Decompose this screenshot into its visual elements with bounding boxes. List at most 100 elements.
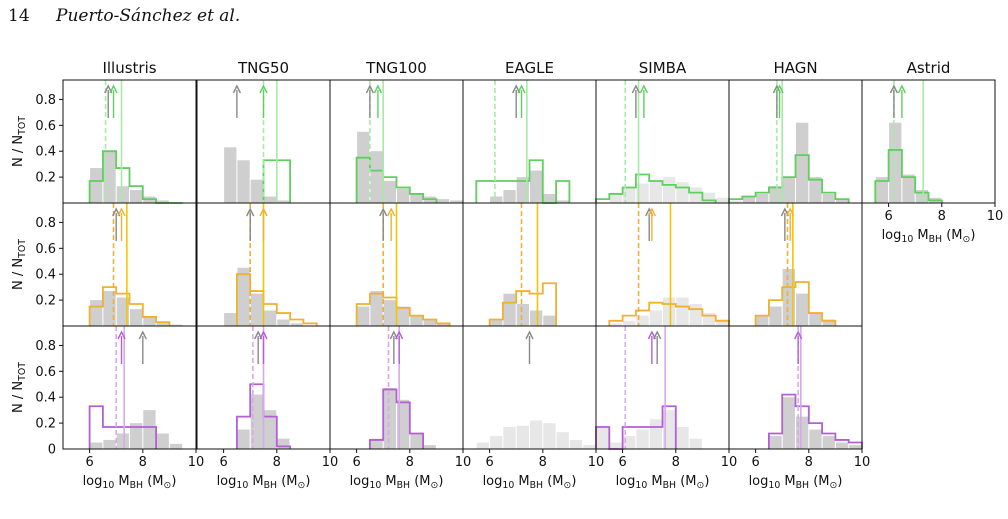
xtick-label-r2-c2-10: 10 — [455, 455, 472, 470]
gray-bar-r2-c4-5 — [663, 410, 676, 449]
xtick-label-r2-c2-6: 6 — [352, 455, 360, 470]
panel-frame-r2-c2 — [329, 325, 464, 450]
gray-bar-r2-c3-8 — [583, 445, 596, 449]
gray-bar-r0-c5-6 — [822, 193, 835, 203]
gray-bar-r2-c1-3 — [277, 438, 290, 449]
gray-bar-r0-c0-0 — [90, 168, 103, 203]
gray-bar-r1-c4-3 — [649, 310, 662, 326]
gray-bar-r1-c3-4 — [543, 315, 556, 326]
gray-bar-r1-c0-3 — [130, 309, 143, 326]
arrow-color-r1-c5-0-head — [786, 207, 795, 217]
gray-bar-r0-c4-9 — [729, 200, 742, 203]
gray-bar-r0-c5-5 — [809, 177, 822, 203]
xtick-label-r2-c1-10: 10 — [322, 455, 339, 470]
xtick-label-r2-c5-6: 6 — [751, 455, 759, 470]
gray-bar-r2-c0-4 — [143, 410, 156, 449]
gray-bar-r2-c4-3 — [636, 429, 649, 449]
ylabel-r2: N / NTOT — [11, 362, 28, 413]
gray-bar-r1-c0-4 — [143, 316, 156, 326]
column-title-tng100: TNG100 — [365, 59, 427, 77]
xlabel-r2-c5: log10 MBH (M⊙) — [749, 474, 843, 491]
gray-bar-r2-c4-6 — [676, 426, 689, 449]
ytick-label-zero: 0 — [48, 443, 56, 458]
gray-bar-r0-c4-5 — [676, 182, 689, 203]
gray-bar-r0-c4-1 — [623, 187, 636, 203]
arrow-gray-r0-c1-0-head — [232, 84, 242, 94]
ytick-label-r0-0.4: 0.4 — [35, 145, 56, 160]
column-title-simba: SIMBA — [639, 59, 687, 77]
ytick-label-r1-0.6: 0.6 — [35, 242, 56, 257]
gray-bar-r2-c5-4 — [822, 436, 835, 449]
arrow-color-r1-c0-0-head — [117, 207, 126, 217]
gray-bar-r0-c4-7 — [702, 192, 716, 203]
gray-bar-r0-c3-1 — [503, 190, 516, 203]
step-histogram-r0-c0 — [88, 150, 183, 204]
gray-bar-r1-c0-5 — [156, 322, 169, 326]
xtick-label-r2-c3-6: 6 — [485, 455, 493, 470]
ytick-label-r2-0.2: 0.2 — [35, 417, 56, 432]
gray-bar-r1-c5-3 — [796, 293, 809, 326]
gray-bar-r0-c1-1 — [237, 160, 250, 203]
step-histogram-r0-c3 — [475, 159, 571, 204]
arrow-color-r0-c2-0-head — [373, 84, 383, 94]
gray-bar-r0-c1-0 — [224, 147, 237, 203]
gray-bar-r1-c0-1 — [103, 291, 116, 326]
xtick-label-r0-c6-6: 6 — [884, 209, 892, 224]
gray-bar-r2-c1-0 — [237, 429, 250, 449]
gray-bar-r2-c3-3 — [516, 425, 529, 449]
gray-bar-r0-c5-0 — [742, 196, 756, 203]
arrow-color-r2-c4-0-head — [647, 330, 656, 340]
gray-bar-r0-c6-2 — [902, 174, 915, 203]
gray-bar-r0-c4-8 — [716, 197, 729, 203]
step-histogram-r0-c6 — [874, 149, 943, 203]
gray-bar-r0-c2-4 — [410, 193, 423, 203]
gray-bar-r0-c4-3 — [649, 179, 662, 203]
panel-frame-r0-c6 — [861, 79, 996, 204]
gray-bar-r0-c5-2 — [769, 186, 782, 203]
gray-bar-r2-c4-7 — [689, 438, 702, 449]
ytick-label-r1-0.2: 0.2 — [35, 294, 56, 309]
ytick-label-r2-0.4: 0.4 — [35, 391, 56, 406]
panel-frame-r2-c5 — [728, 325, 863, 450]
gray-bar-r0-c3-0 — [490, 196, 503, 203]
gray-bar-r2-c2-0 — [370, 438, 383, 449]
gray-bar-r1-c2-5 — [423, 319, 436, 326]
column-title-astrid: Astrid — [907, 59, 951, 77]
arrow-color-r1-c2-0-head — [387, 207, 396, 217]
xtick-label-r2-c0-6: 6 — [85, 455, 93, 470]
gray-bar-r2-c0-6 — [169, 443, 183, 449]
panel-frame-r1-c4 — [595, 202, 730, 327]
xtick-label-r2-c2-8: 8 — [406, 455, 414, 470]
step-histogram-r1-c4 — [608, 301, 730, 326]
xtick-label-r0-c6-10: 10 — [987, 209, 1004, 224]
gray-bar-r2-c3-4 — [530, 420, 543, 449]
gray-bar-r2-c0-2 — [116, 433, 129, 449]
gray-bar-r0-c1-4 — [277, 200, 290, 203]
gray-bar-r0-c6-0 — [875, 177, 889, 203]
gray-bar-r0-c0-1 — [103, 151, 116, 203]
gray-bar-r1-c4-4 — [663, 297, 676, 326]
xlabel-r2-c1: log10 MBH (M⊙) — [217, 474, 311, 491]
gray-bar-r1-c5-0 — [756, 315, 769, 326]
xtick-label-r2-c4-8: 8 — [672, 455, 680, 470]
gray-bar-r1-c1-0 — [224, 313, 237, 326]
gray-bar-r2-c2-1 — [383, 388, 396, 449]
step-histogram-r0-c2 — [355, 156, 438, 203]
gray-bar-r1-c5-1 — [769, 306, 782, 326]
gray-bar-r0-c2-0 — [357, 131, 370, 203]
gray-bar-r0-c4-4 — [663, 177, 676, 203]
gray-bar-r2-c4-4 — [649, 419, 662, 449]
gray-bar-r2-c3-5 — [543, 423, 556, 449]
xlabel-r0-c6: log10 MBH (M⊙) — [882, 228, 976, 245]
ytick-label-r2-0.8: 0.8 — [35, 339, 56, 354]
xtick-label-r2-c0-8: 8 — [139, 455, 147, 470]
gray-bar-r1-c3-3 — [530, 310, 543, 326]
gray-bar-r2-c5-0 — [769, 436, 782, 449]
step-histogram-r2-c2 — [369, 388, 424, 449]
gray-bar-r1-c4-6 — [689, 303, 702, 326]
gray-bar-r1-c2-6 — [436, 323, 450, 326]
gray-bar-r2-c0-0 — [90, 442, 103, 449]
gray-bar-r1-c0-0 — [90, 300, 103, 326]
xtick-label-r0-c6-8: 8 — [938, 209, 946, 224]
panel-frame-r0-c3 — [462, 79, 597, 204]
